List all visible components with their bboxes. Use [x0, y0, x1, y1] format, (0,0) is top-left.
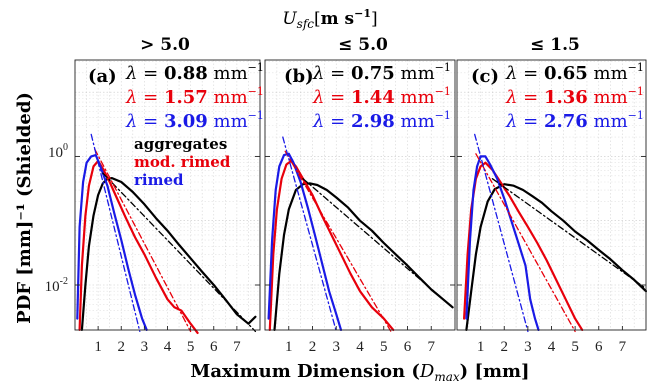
panel-title-c: ≤ 1.5 [530, 35, 580, 55]
lambda-a-1: λ = 1.57 mm−1 [125, 85, 264, 108]
lambda-b-2: λ = 2.98 mm−1 [312, 109, 451, 132]
series-group-c [463, 133, 647, 333]
lambda-annotations-c: (c) λ = 0.65 mm−1λ = 1.36 mm−1λ = 2.76 m… [471, 61, 644, 132]
y-axis-label: PDF [mm]⁻¹ (Shielded) [14, 92, 35, 324]
panel-title-b: ≤ 5.0 [338, 35, 388, 55]
series-rimed-fit-b [282, 136, 337, 333]
y-tick-label-1e-2: 10-2 [45, 276, 68, 295]
legend-mod-rimed: mod. rimed [134, 153, 231, 171]
panel-label-c: (c) [471, 66, 499, 87]
x-tick-label-c: 4 [548, 339, 556, 355]
panel-label-b: (b) [284, 66, 314, 87]
series-mod-rimed-a [78, 159, 199, 334]
x-tick-label-a: 2 [118, 339, 126, 355]
x-tick-label-b: 2 [309, 339, 317, 355]
x-axis-label: Maximum Dimension (Dmax) [mm] [190, 361, 529, 384]
series-aggregates-a [80, 177, 257, 331]
lambda-annotations-b: (b) λ = 0.75 mm−1λ = 1.44 mm−1λ = 2.98 m… [284, 61, 451, 132]
lambda-a-0: λ = 0.88 mm−1 [125, 61, 264, 84]
lambda-c-1: λ = 1.36 mm−1 [505, 85, 644, 108]
lambda-b-1: λ = 1.44 mm−1 [312, 85, 451, 108]
legend-aggregates: aggregates [134, 135, 227, 153]
x-tick-label-a: 7 [233, 339, 241, 355]
series-mod-rimed-fit-a [94, 148, 192, 333]
y-tick-label-1e0: 100 [48, 142, 68, 161]
lambda-a-2: λ = 3.09 mm−1 [125, 109, 264, 132]
x-tick-label-a: 5 [187, 339, 195, 355]
x-tick-label-b: 4 [356, 339, 364, 355]
series-rimed-c [465, 155, 540, 331]
x-tick-label-b: 7 [428, 339, 436, 355]
series-group-a [76, 133, 257, 334]
series-aggregates-b [273, 182, 454, 331]
series-rimed-a [76, 154, 148, 331]
x-tick-label-b: 6 [404, 339, 412, 355]
x-tick-label-c: 5 [571, 339, 579, 355]
panel-label-a: (a) [88, 66, 117, 87]
lambda-c-2: λ = 2.76 mm−1 [505, 109, 644, 132]
x-tick-label-b: 5 [380, 339, 388, 355]
lambda-b-0: λ = 0.75 mm−1 [312, 61, 451, 84]
panel-title-a: > 5.0 [140, 35, 190, 55]
series-group-b [267, 136, 454, 333]
super-title: Usfc[m s−1] [282, 7, 377, 31]
lambda-annotations-a: (a) λ = 0.88 mm−1λ = 1.57 mm−1λ = 3.09 m… [88, 61, 264, 132]
x-tick-label-c: 6 [595, 339, 603, 355]
x-tick-label-a: 4 [164, 339, 172, 355]
x-tick-label-c: 2 [501, 339, 509, 355]
series-mod-rimed-fit-b [284, 150, 392, 333]
x-tick-label-b: 1 [285, 339, 293, 355]
x-tick-label-b: 3 [333, 339, 341, 355]
legend-rimed: rimed [134, 171, 184, 189]
x-tick-label-c: 7 [619, 339, 627, 355]
series-aggregates-fit-a [102, 172, 257, 333]
x-tick-label-c: 1 [477, 339, 485, 355]
lambda-c-0: λ = 0.65 mm−1 [505, 61, 644, 84]
series-aggregates-fit-b [302, 178, 454, 308]
series-aggregates-c [465, 183, 647, 331]
series-mod-rimed-b [268, 159, 395, 331]
x-tick-label-a: 1 [94, 339, 102, 355]
series-aggregates-fit-c [491, 178, 647, 290]
x-tick-label-a: 3 [141, 339, 149, 355]
x-tick-label-c: 3 [524, 339, 532, 355]
x-tick-label-a: 6 [210, 339, 218, 355]
